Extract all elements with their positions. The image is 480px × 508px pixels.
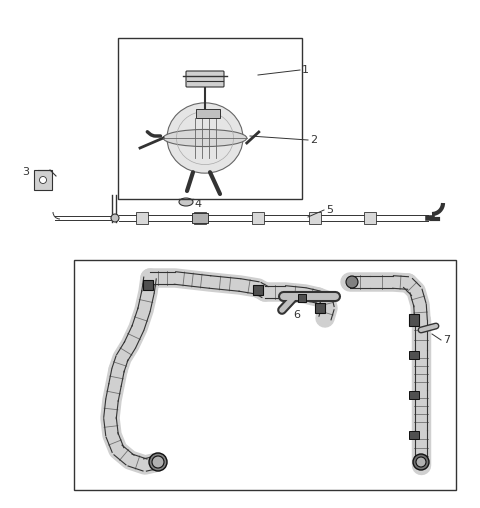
Bar: [136, 212, 148, 224]
Bar: [118, 38, 302, 199]
Bar: [192, 213, 208, 223]
Text: 5: 5: [326, 205, 333, 215]
Bar: [253, 285, 263, 295]
Text: 2: 2: [310, 135, 317, 145]
Bar: [315, 303, 325, 313]
Bar: [74, 260, 456, 490]
Bar: [409, 314, 419, 326]
Text: 7: 7: [443, 335, 450, 345]
Bar: [298, 294, 306, 302]
Ellipse shape: [163, 130, 247, 146]
Bar: [194, 212, 206, 224]
Bar: [34, 170, 52, 190]
Bar: [409, 431, 419, 439]
Text: 3: 3: [22, 167, 29, 177]
Ellipse shape: [167, 103, 243, 173]
Bar: [364, 212, 376, 224]
Ellipse shape: [346, 276, 358, 288]
Bar: [409, 351, 419, 359]
Ellipse shape: [39, 176, 47, 183]
Ellipse shape: [111, 214, 119, 222]
Ellipse shape: [149, 453, 167, 471]
Bar: [409, 391, 419, 399]
Text: 4: 4: [194, 199, 201, 209]
Bar: [309, 212, 321, 224]
Bar: [252, 212, 264, 224]
Ellipse shape: [179, 198, 193, 206]
FancyBboxPatch shape: [186, 71, 224, 87]
Bar: [143, 280, 153, 290]
Text: 1: 1: [302, 65, 309, 75]
Ellipse shape: [413, 454, 429, 470]
Text: 6: 6: [293, 310, 300, 320]
Ellipse shape: [152, 456, 164, 468]
Bar: [196, 109, 220, 118]
Ellipse shape: [416, 457, 426, 467]
